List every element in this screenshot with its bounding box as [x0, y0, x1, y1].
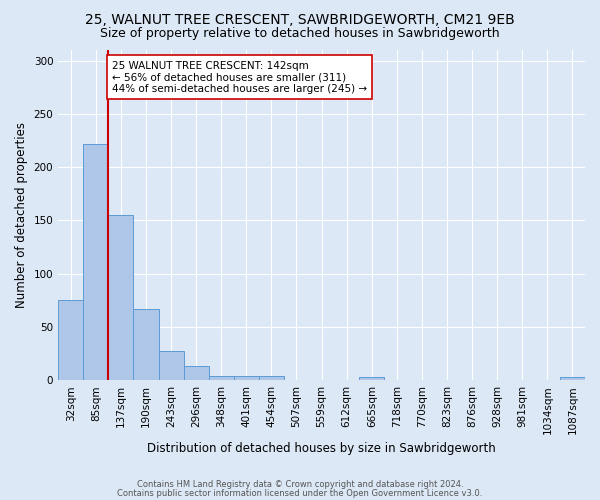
Y-axis label: Number of detached properties: Number of detached properties [15, 122, 28, 308]
Bar [209, 376, 234, 380]
Text: Size of property relative to detached houses in Sawbridgeworth: Size of property relative to detached ho… [100, 28, 500, 40]
Text: Contains HM Land Registry data © Crown copyright and database right 2024.: Contains HM Land Registry data © Crown c… [137, 480, 463, 489]
Bar [83, 144, 109, 380]
Bar [359, 377, 385, 380]
Bar [58, 300, 83, 380]
Bar [158, 352, 184, 380]
Text: Contains public sector information licensed under the Open Government Licence v3: Contains public sector information licen… [118, 488, 482, 498]
Bar [560, 377, 585, 380]
X-axis label: Distribution of detached houses by size in Sawbridgeworth: Distribution of detached houses by size … [147, 442, 496, 455]
Bar [109, 215, 133, 380]
Text: 25 WALNUT TREE CRESCENT: 142sqm
← 56% of detached houses are smaller (311)
44% o: 25 WALNUT TREE CRESCENT: 142sqm ← 56% of… [112, 60, 367, 94]
Bar [184, 366, 209, 380]
Bar [259, 376, 284, 380]
Bar [133, 309, 158, 380]
Text: 25, WALNUT TREE CRESCENT, SAWBRIDGEWORTH, CM21 9EB: 25, WALNUT TREE CRESCENT, SAWBRIDGEWORTH… [85, 12, 515, 26]
Bar [234, 376, 259, 380]
